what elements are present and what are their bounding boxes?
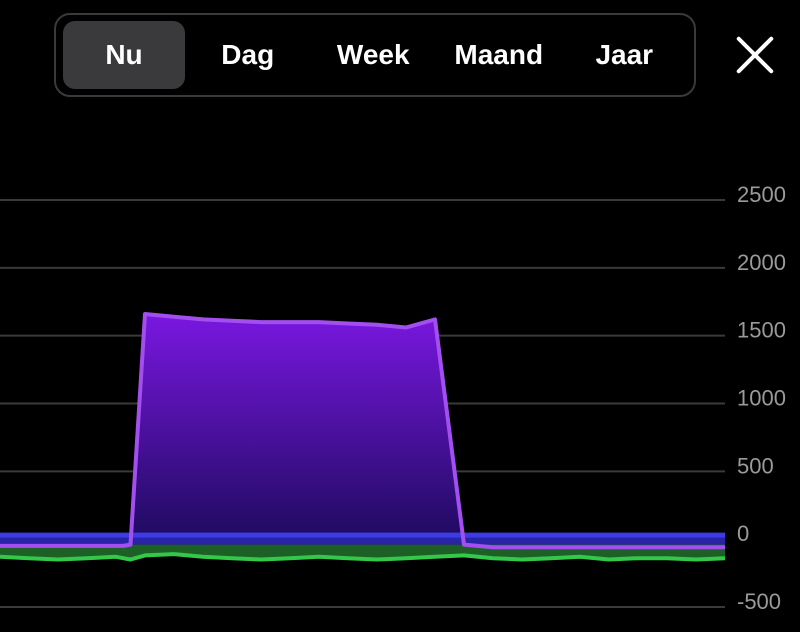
series-line-purple: [0, 312, 725, 550]
y-tick-label: 1500: [737, 318, 786, 343]
series-line-green: [0, 552, 726, 562]
tab-dag[interactable]: Dag: [221, 39, 275, 70]
tab-week[interactable]: Week: [336, 39, 410, 70]
series-area-purple: [0, 314, 725, 548]
y-tick-label: 0: [737, 521, 749, 546]
y-tick-label: -500: [737, 589, 781, 614]
close-icon[interactable]: [734, 34, 776, 76]
tab-jaar[interactable]: Jaar: [595, 39, 654, 70]
period-segmented-control: Nu Dag Week Maand Jaar: [54, 13, 696, 97]
y-tick-label: 1000: [737, 386, 786, 411]
tab-maand[interactable]: Maand: [454, 39, 544, 70]
energy-chart: 2500 2000 1500 1000 500 0 -500: [0, 182, 786, 614]
y-tick-label: 2000: [737, 250, 786, 275]
y-tick-label: 500: [737, 453, 774, 478]
y-tick-label: 2500: [737, 182, 786, 207]
tab-nu[interactable]: Nu: [63, 21, 185, 89]
